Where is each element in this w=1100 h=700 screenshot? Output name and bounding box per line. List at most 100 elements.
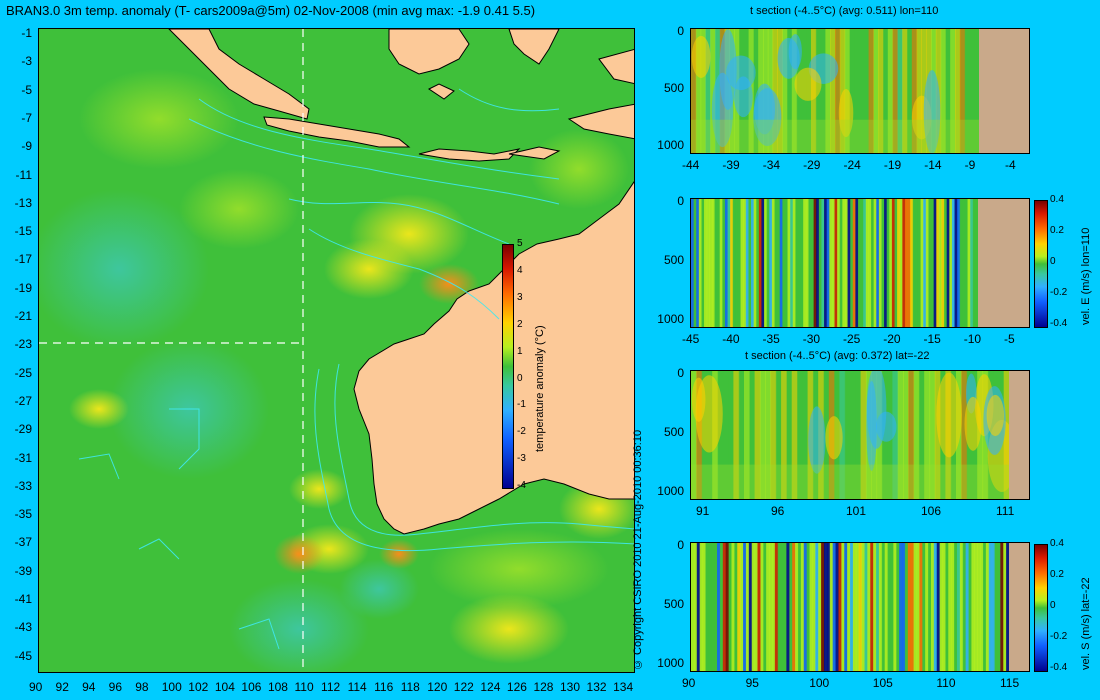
lat-tick-label: -5 [21,82,32,97]
lon-tick-label: 114 [347,680,367,694]
panel2-plot[interactable] [690,198,1030,328]
lon-tick-label: 126 [506,680,527,694]
section-canvas [691,199,1029,327]
panel-x-tick: 96 [771,504,785,518]
section-canvas [691,371,1029,499]
copyright-text: © Copyright CSIRO 2010 21-Aug-2010 00:36… [632,429,644,670]
lat-tick-label: -45 [14,648,32,663]
panel-x-tick: 106 [921,504,942,518]
lon-tick-label: 100 [161,680,182,694]
lon-tick-label: 120 [427,680,448,694]
panel-x-tick: 115 [1000,676,1020,690]
lon-tick-label: 104 [214,680,235,694]
lat-tick-label: -27 [14,393,32,408]
map-colorbar-tick: 4 [517,264,523,276]
map-colorbar-label: temperature anomaly (°C) [534,325,546,452]
lat-tick-label: -17 [14,252,32,267]
lat-tick-label: -33 [14,478,32,493]
lat-tick-label: -39 [14,563,32,578]
panel-x-tick: -29 [803,158,821,172]
lat-tick-label: -41 [14,592,32,606]
panel-y-tick: 1000 [657,138,684,152]
panel-x-tick: 110 [936,676,956,690]
panel-x-tick: 105 [872,676,893,690]
lon-tick-label: 124 [480,680,501,694]
panel-x-tick: -24 [843,158,861,172]
panel1-title: t section (-4..5°C) (avg: 0.511) lon=110 [750,5,939,17]
vel-colorbar-tick: -0.4 [1050,318,1068,329]
lon-tick-label: 90 [29,680,43,694]
lat-tick-label: -25 [14,365,32,380]
panel-y-tick: 500 [663,597,684,611]
panel-x-tick: -20 [883,332,901,346]
lon-tick-label: 118 [400,680,420,694]
lat-tick-label: -23 [14,337,32,352]
lat-tick-label: -15 [14,224,32,239]
panel-x-tick: -4 [1005,158,1016,172]
map-plot[interactable] [38,28,635,673]
lon-tick-label: 112 [321,680,341,694]
panel-x-tick: 111 [996,504,1015,518]
panel-x-tick: -19 [883,158,902,172]
panel-x-tick: 95 [745,676,759,690]
panel-x-tick: 100 [809,676,830,690]
lat-tick-label: -43 [14,620,32,635]
map-colorbar-tick: -2 [517,426,526,438]
map-colorbar-tick: 5 [517,238,523,249]
panel-x-tick: -30 [802,332,821,346]
map-title: BRAN3.0 3m temp. anomaly (T- cars2009a@5… [6,3,536,18]
lon-tick-label: 116 [374,680,394,694]
lat-tick-label: -11 [15,167,32,182]
vel-e-colorbar-label: vel. E (m/s) lon=110 [1080,227,1092,325]
map-canvas [39,29,634,672]
map-colorbar-tick: -3 [517,453,526,465]
panel3-plot[interactable] [690,370,1030,500]
panel-x-tick: 101 [846,504,867,518]
lon-tick-label: 102 [188,680,209,694]
lon-tick-label: 122 [453,680,474,694]
panel-y-tick: 0 [677,24,684,38]
panel-x-tick: -15 [923,332,941,346]
lat-tick-label: -19 [14,280,32,295]
land [168,29,634,535]
lon-tick-label: 94 [82,680,96,694]
lat-tick-label: -35 [14,507,32,522]
panel-y-tick: 500 [663,253,684,267]
lon-tick-label: 110 [294,680,314,694]
lat-tick-label: -13 [14,195,32,210]
panel4-plot[interactable] [690,542,1030,672]
panel-x-tick: -34 [762,158,781,172]
lon-tick-label: 106 [241,680,262,694]
lat-tick-label: -31 [14,450,32,465]
vel-colorbar-tick: -0.4 [1050,662,1068,673]
panel-x-tick: -14 [924,158,942,172]
anomaly-blobs [39,69,634,672]
panel-y-tick: 1000 [657,484,684,498]
vel-colorbar-tick: 0 [1050,600,1056,611]
vel-s-colorbar-label: vel. S (m/s) lat=-22 [1080,577,1092,670]
lat-tick-label: -21 [14,309,32,323]
lon-tick-label: 128 [533,680,554,694]
map-colorbar [502,244,514,489]
lat-tick-label: -7 [21,110,32,125]
vel-colorbar-tick: 0.4 [1050,194,1064,205]
lon-tick-label: 130 [560,680,581,694]
vel-colorbar-tick: 0.4 [1050,538,1064,549]
panel1-plot[interactable] [690,28,1030,154]
panel-x-tick: -45 [682,332,700,346]
vel-colorbar-tick: 0.2 [1050,569,1064,580]
vel-colorbar-tick: 0.2 [1050,225,1064,236]
panel-y-tick: 0 [677,538,684,552]
lon-tick-label: 132 [586,680,607,694]
vel-colorbar-tick: 0 [1050,256,1056,267]
panel-x-tick: 91 [696,504,710,518]
panel-x-tick: -39 [722,158,740,172]
panel-y-tick: 500 [663,425,684,439]
lat-tick-label: -37 [14,535,32,550]
section-canvas [691,543,1029,671]
lon-tick-label: 108 [267,680,288,694]
map-colorbar-tick: -4 [517,480,526,492]
panel-y-tick: 0 [677,194,684,208]
panel-y-tick: 1000 [657,656,684,670]
panel-x-tick: -9 [964,158,976,172]
